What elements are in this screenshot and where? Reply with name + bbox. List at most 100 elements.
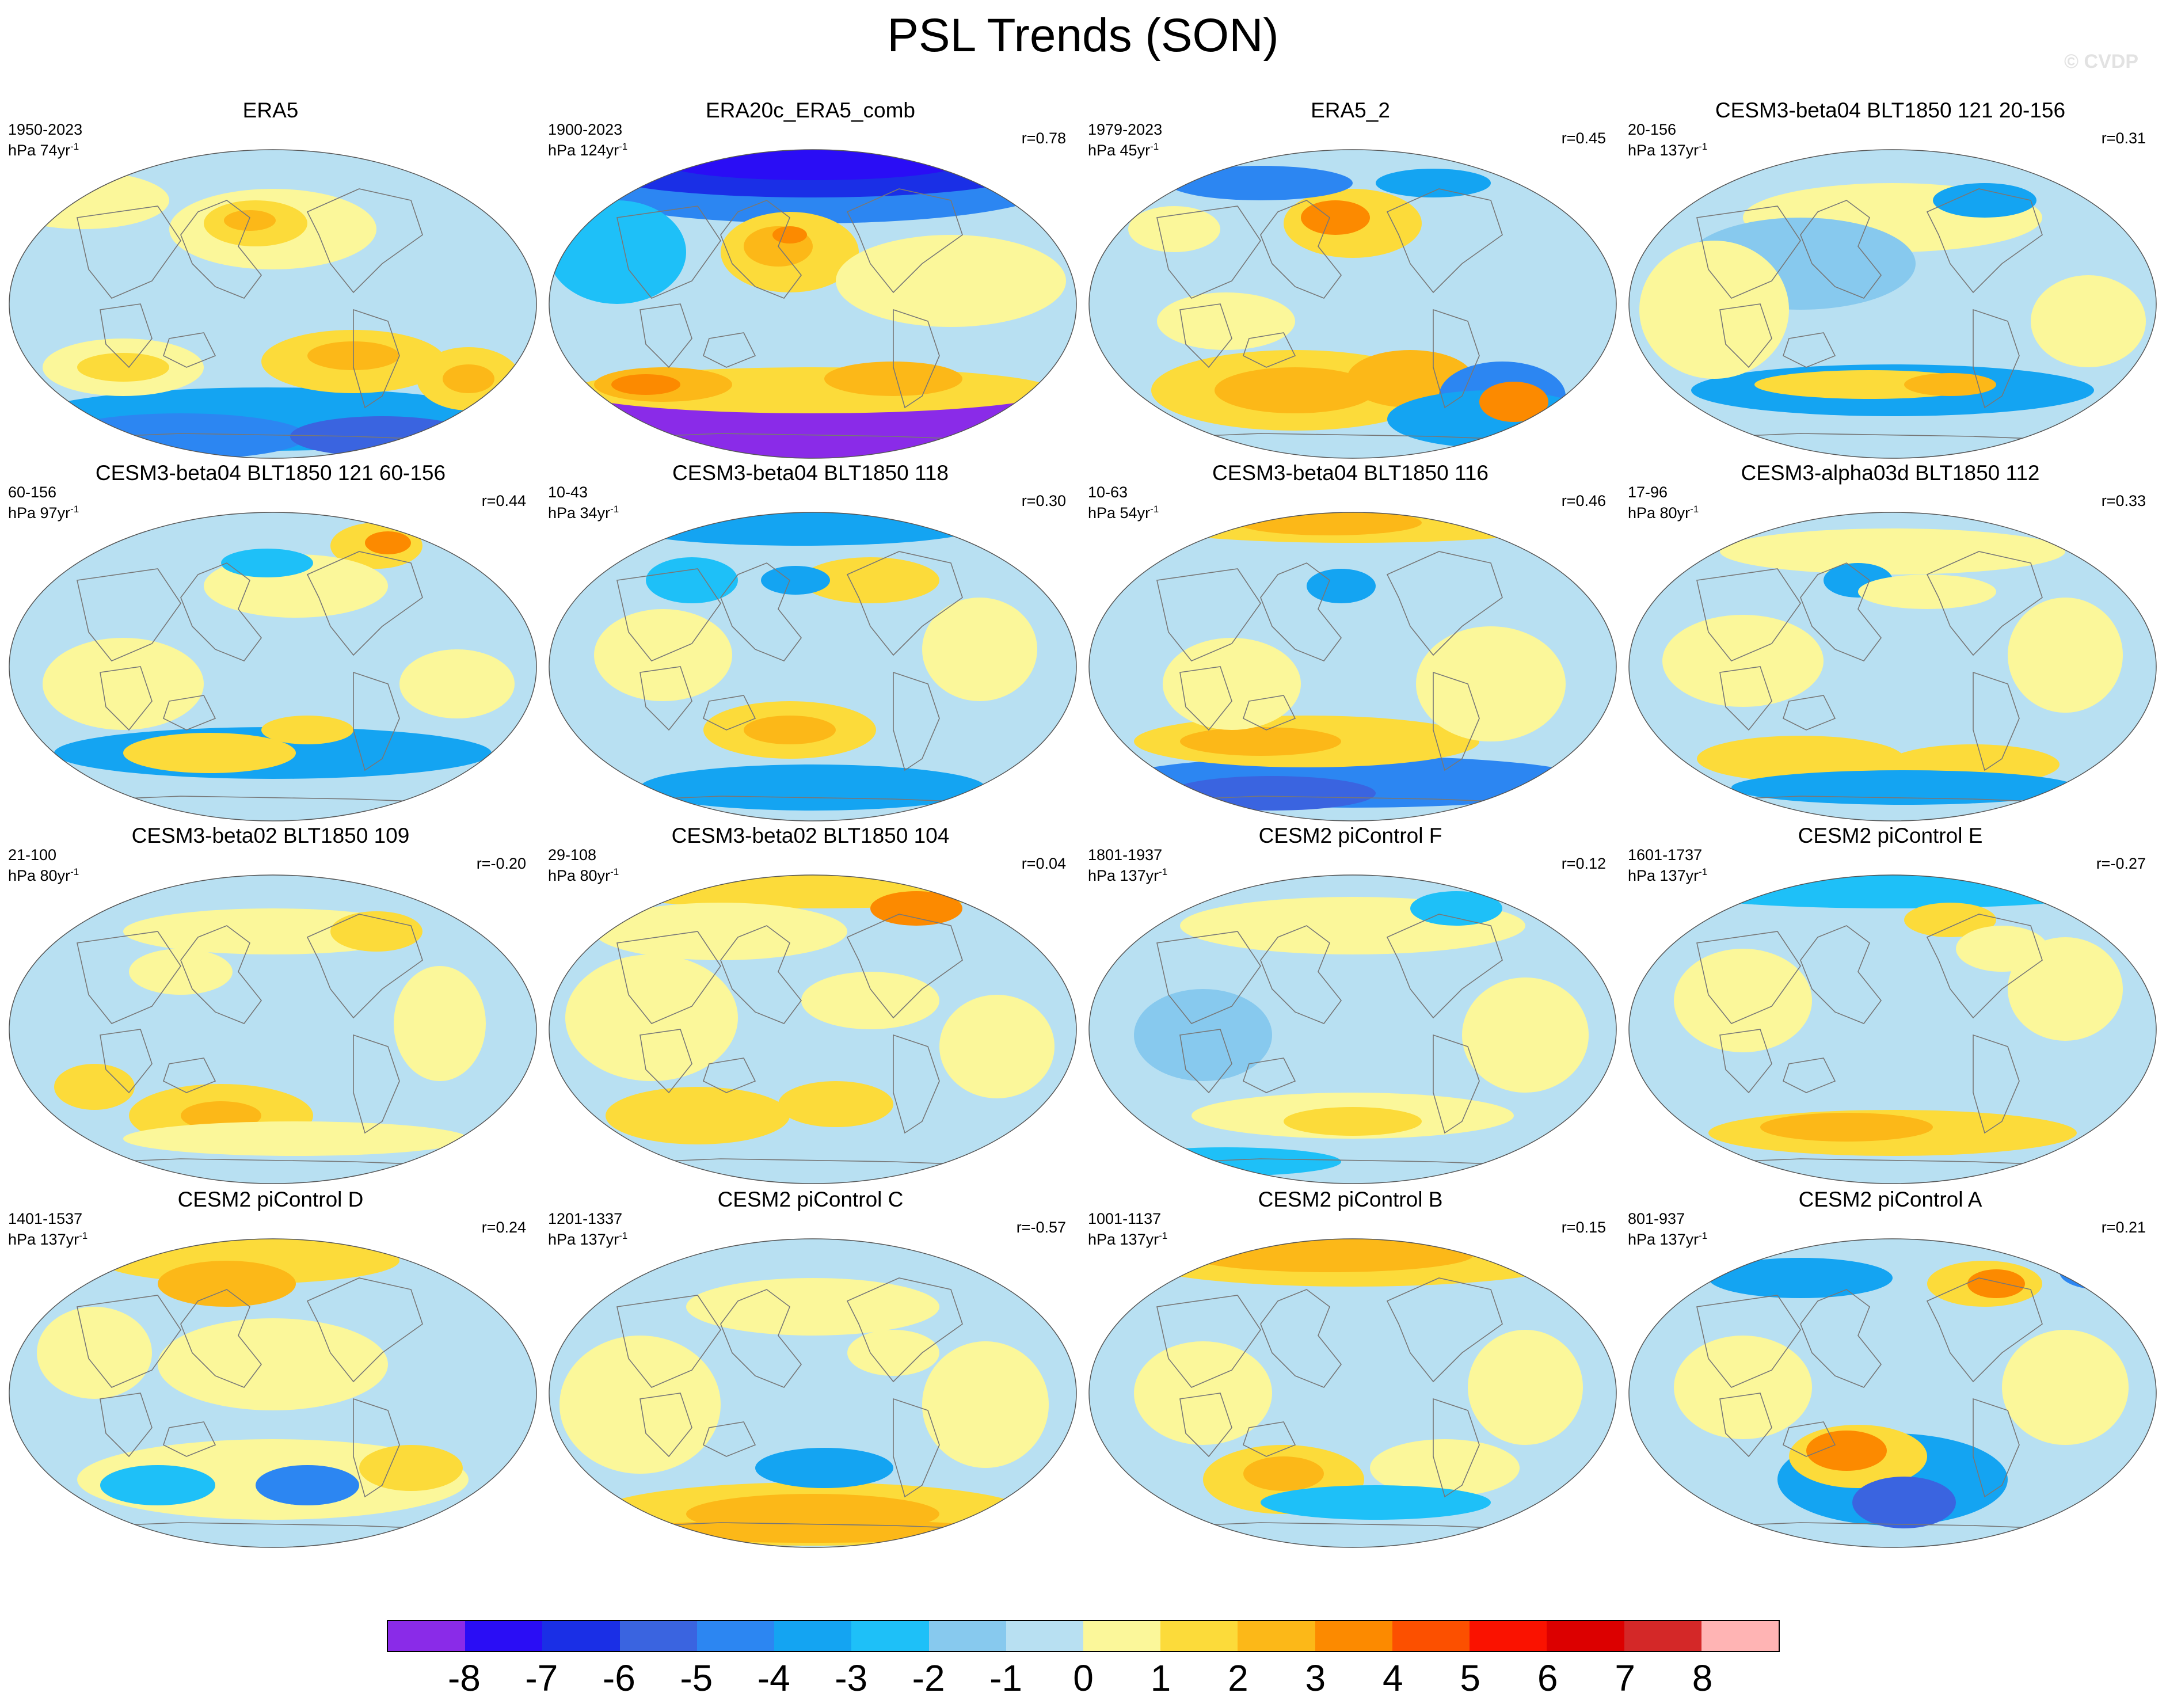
panel-correlation: r=0.45 [1561,130,1606,147]
trend-contour [1168,776,1376,811]
panel-units: hPa 80yr-1 [1628,501,1699,522]
coastline [1156,931,1261,1024]
trend-contour [129,949,233,995]
panel-units-exponent: -1 [1159,866,1168,877]
trend-contour [261,716,353,744]
trend-contour [1163,638,1301,730]
coastline [1243,1421,1296,1457]
colorbar-tick-label: -8 [447,1657,481,1699]
coastline [77,568,181,661]
trend-contour [43,638,204,730]
map-border [1628,1238,2157,1548]
trend-contour [2002,1330,2129,1445]
panel-correlation: r=0.33 [2101,492,2146,509]
map-plot [9,874,537,1184]
panel-units-exponent: -1 [1150,141,1159,152]
map-border [549,1238,1077,1548]
coastline [1433,671,1480,771]
trend-contour [847,1330,939,1376]
colorbar-tick-label: 0 [1073,1657,1094,1699]
panel-units: hPa 137yr-1 [1628,1227,1707,1248]
coastline [1179,1393,1232,1458]
panel-period: 1801-1937 [1088,846,1163,863]
panel-units-text: hPa 137yr [1088,1231,1159,1248]
panel-units: hPa 54yr-1 [1088,501,1159,522]
coastline [77,931,181,1024]
trend-contour [801,972,939,1029]
panel-units: hPa 80yr-1 [8,863,79,884]
trend-contour [1462,977,1589,1093]
panel-units-text: hPa 34yr [548,504,611,522]
map-panel: ERA5_2 1979-2023 hPa 45yr-1 r=0.45 [1080,98,1621,461]
map-plot [9,512,537,821]
panel-title: ERA5 [242,98,299,122]
panel-units-exponent: -1 [1150,504,1159,515]
colorbar-tick-label: -3 [835,1657,868,1699]
coastline [893,1398,940,1498]
colorbar-swatch [465,1621,543,1651]
coastline [616,1295,721,1388]
colorbar-swatch [851,1621,929,1651]
coastline [1433,309,1480,409]
panel-title: CESM3-beta02 BLT1850 104 [671,824,950,847]
coastline [616,206,721,299]
coastline [1719,1029,1772,1094]
map-panel: CESM2 piControl D 1401-1537 hPa 137yr-1 r=0… [0,1187,541,1550]
coastline [180,925,262,1024]
coastline [1926,1277,2043,1383]
trend-contour [565,954,738,1081]
coastline [353,309,400,409]
coastline [100,303,153,368]
colorbar-swatch [1238,1621,1315,1651]
colorbar-tick-label: 5 [1460,1657,1481,1699]
trend-contour [755,1448,893,1488]
colorbar-swatch [1701,1621,1779,1651]
coastline [1973,1398,2020,1498]
panel-units-text: hPa 80yr [548,867,611,884]
coastline [720,200,802,299]
map-plot [1628,1238,2157,1548]
coastline [846,914,963,1019]
trend-contour [1674,1336,1812,1439]
panel-units-exponent: -1 [1699,141,1708,152]
coastline [353,671,400,771]
trend-contour [1806,1431,1887,1471]
coastline [1800,925,1882,1024]
coastline [1926,551,2043,656]
watermark: © CVDP [2064,51,2138,73]
coastline [720,925,802,1024]
trend-contour [54,413,307,458]
trend-contour [443,364,494,393]
trend-contour [1852,1477,1956,1528]
map-plot [549,512,1077,821]
panel-title: CESM3-beta04 BLT1850 118 [672,461,949,485]
coastline [1926,914,2043,1019]
trend-contour [629,512,974,546]
panel-title: CESM2 piControl E [1798,824,1983,847]
trend-contour [824,362,962,396]
panel-units-exponent: -1 [79,1230,88,1241]
colorbar-swatch [1392,1621,1470,1651]
map-border [549,512,1077,821]
colorbar-swatch [1160,1621,1238,1651]
coastline [846,188,963,294]
colorbar-swatch [388,1621,466,1651]
map-panel: CESM2 piControl F 1801-1937 hPa 137yr-1 r=0… [1080,823,1621,1186]
panel-correlation: r=-0.27 [2096,855,2146,872]
map-panel: CESM2 piControl A 801-937 hPa 137yr-1 r=0.2… [1620,1187,2161,1550]
panel-period: 1201-1337 [548,1210,623,1227]
trend-contour [922,598,1037,701]
coastline [353,1398,400,1498]
trend-contour [158,1261,296,1307]
trend-contour [224,210,276,231]
trend-contour [365,531,411,554]
coastline [703,332,756,368]
colorbar-swatch [774,1621,852,1651]
trend-contour [744,716,836,744]
trend-contour [1858,575,1996,609]
coastline [1260,1289,1342,1388]
map-border [1628,149,2157,459]
coastline [1156,1295,1261,1388]
coastline [1260,200,1342,299]
panel-period: 60-156 [8,484,57,501]
